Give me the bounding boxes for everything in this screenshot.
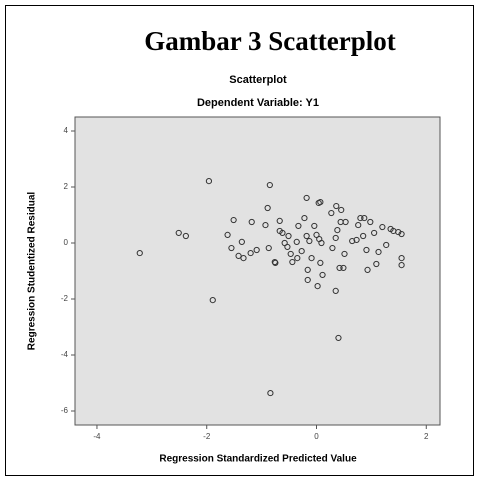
point bbox=[317, 199, 324, 206]
point bbox=[285, 232, 292, 240]
point bbox=[360, 232, 367, 240]
point bbox=[276, 217, 283, 224]
point bbox=[136, 249, 143, 257]
point bbox=[353, 236, 360, 244]
point bbox=[319, 271, 326, 279]
point bbox=[314, 283, 321, 290]
point bbox=[224, 231, 231, 238]
point bbox=[332, 234, 339, 242]
point bbox=[287, 250, 294, 258]
point bbox=[313, 231, 320, 238]
point bbox=[279, 229, 286, 237]
point bbox=[289, 258, 296, 266]
point bbox=[301, 214, 308, 222]
point bbox=[253, 246, 260, 254]
point bbox=[247, 249, 254, 257]
point bbox=[371, 229, 378, 237]
point bbox=[332, 287, 339, 294]
point bbox=[383, 241, 390, 249]
point bbox=[311, 222, 318, 230]
point bbox=[329, 244, 336, 252]
point bbox=[336, 264, 343, 272]
point bbox=[265, 244, 272, 252]
x-tick-label: -2 bbox=[203, 432, 211, 441]
point bbox=[240, 255, 247, 262]
point bbox=[395, 228, 402, 236]
point bbox=[306, 237, 313, 245]
point bbox=[379, 223, 386, 231]
point bbox=[294, 255, 301, 262]
point bbox=[328, 209, 335, 217]
y-tick-label: 2 bbox=[64, 182, 69, 191]
point bbox=[316, 235, 323, 243]
point bbox=[298, 248, 305, 255]
point bbox=[303, 232, 310, 240]
point bbox=[398, 255, 405, 262]
point bbox=[349, 237, 356, 245]
point bbox=[175, 229, 182, 237]
point bbox=[317, 259, 324, 266]
point bbox=[303, 194, 310, 202]
point bbox=[230, 216, 237, 224]
point bbox=[284, 243, 291, 251]
point bbox=[357, 214, 364, 222]
x-tick-label: -4 bbox=[93, 432, 101, 441]
point bbox=[209, 297, 216, 304]
point bbox=[238, 238, 245, 245]
y-tick-label: 4 bbox=[64, 126, 69, 135]
point bbox=[375, 248, 382, 256]
point bbox=[182, 232, 189, 240]
point bbox=[304, 276, 311, 284]
y-tick-label: -6 bbox=[61, 406, 69, 415]
point bbox=[340, 264, 347, 272]
x-axis-label: Regression Standardized Predicted Value bbox=[159, 454, 357, 465]
point bbox=[228, 244, 235, 252]
point bbox=[304, 266, 311, 273]
y-tick-label: -2 bbox=[61, 294, 69, 303]
chart-title: Gambar 3 Scatterplot bbox=[144, 26, 395, 56]
point bbox=[293, 238, 300, 245]
y-tick-label: 0 bbox=[64, 238, 69, 247]
caption: Dependent Variable: Y1 bbox=[197, 97, 319, 109]
point bbox=[341, 250, 348, 258]
point bbox=[271, 258, 278, 266]
point bbox=[235, 252, 242, 259]
y-tick-label: -4 bbox=[61, 350, 69, 359]
x-tick-label: 0 bbox=[314, 432, 319, 441]
point bbox=[367, 218, 374, 226]
point bbox=[266, 181, 273, 189]
point bbox=[262, 221, 269, 229]
point bbox=[373, 260, 380, 268]
point bbox=[364, 266, 371, 273]
point bbox=[205, 178, 213, 185]
plot-area bbox=[74, 116, 441, 426]
point bbox=[333, 202, 340, 210]
point bbox=[398, 262, 405, 269]
point bbox=[398, 230, 405, 238]
point bbox=[248, 218, 255, 226]
point bbox=[295, 222, 302, 230]
point bbox=[338, 206, 345, 214]
point bbox=[361, 214, 368, 222]
x-tick-label: 2 bbox=[424, 432, 429, 441]
point bbox=[363, 246, 370, 254]
point bbox=[334, 227, 341, 234]
y-axis-label: Regression Studentized Residual bbox=[27, 192, 38, 351]
point bbox=[342, 218, 349, 226]
point bbox=[335, 334, 342, 342]
subtitle: Scatterplot bbox=[229, 74, 287, 86]
point bbox=[355, 221, 362, 229]
point bbox=[264, 204, 271, 212]
point bbox=[267, 389, 274, 397]
point bbox=[308, 255, 315, 262]
